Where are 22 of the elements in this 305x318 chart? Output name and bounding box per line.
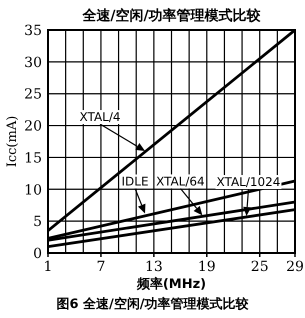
caption: 图6 全速/空闲/功率管理模式比较	[56, 296, 250, 312]
x-tick-label: 19	[198, 259, 216, 275]
x-tick-label: 7	[96, 259, 106, 275]
y-tick-label: 0	[33, 246, 42, 262]
x-tick-label: 25	[250, 259, 269, 275]
chart-title: 全速/空闲/功率管理模式比较	[81, 7, 262, 24]
y-tick-label: 15	[24, 150, 42, 166]
x-tick-label: 29	[286, 259, 304, 275]
y-tick-label: 35	[24, 23, 42, 39]
x-tick-label: 1	[44, 259, 52, 275]
annotation: XTAL/4	[80, 110, 121, 124]
annotation: XTAL/64	[156, 174, 205, 188]
y-tick-label: 10	[24, 182, 42, 198]
y-tick-label: 5	[33, 214, 42, 230]
x-axis-title: 频率(MHz)	[136, 276, 206, 292]
y-axis-title: Icc(mA)	[5, 116, 20, 168]
y-tick-label: 20	[24, 118, 42, 135]
annotation: XTAL/1024	[216, 175, 280, 190]
y-tick-label: 25	[24, 86, 42, 103]
x-tick-label: 13	[144, 259, 163, 275]
y-tick-label: 30	[24, 54, 42, 71]
annotation: IDLE	[122, 174, 149, 188]
